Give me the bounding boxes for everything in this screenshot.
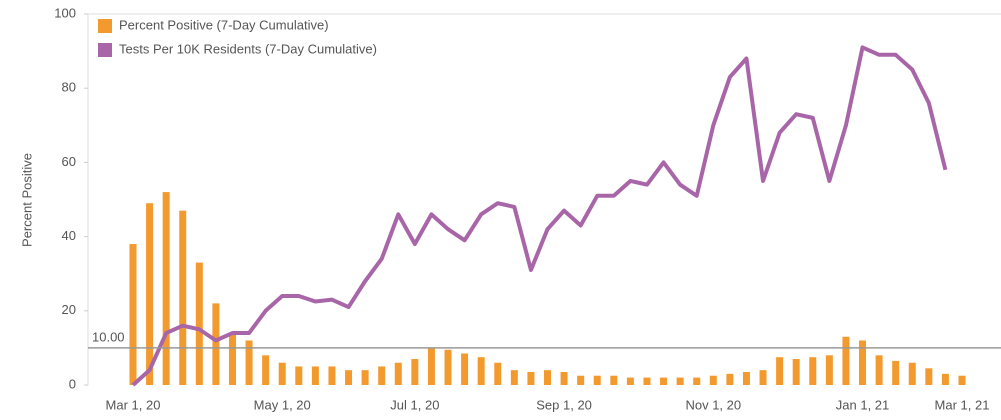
bar	[311, 366, 319, 385]
bar	[345, 370, 353, 385]
bar	[212, 303, 220, 385]
bar	[941, 373, 949, 385]
x-tick-label: Sep 1, 20	[536, 397, 592, 412]
bar	[411, 359, 419, 385]
bar	[444, 349, 452, 385]
x-tick-label: Jul 1, 20	[390, 397, 439, 412]
bar	[676, 377, 684, 385]
bar	[593, 375, 601, 385]
bar	[709, 375, 717, 385]
bar	[626, 377, 634, 385]
y-axis-label: Percent Positive	[19, 153, 34, 247]
bar	[544, 370, 551, 385]
x-tick-label: Jan 1, 21	[836, 397, 890, 412]
bar	[527, 372, 535, 385]
bar	[825, 355, 833, 385]
y-tick-label: 80	[62, 80, 76, 95]
bar	[394, 362, 402, 385]
bar	[908, 362, 916, 385]
bar	[146, 203, 154, 385]
bar	[958, 375, 966, 385]
bar	[577, 375, 585, 385]
bar	[925, 368, 933, 385]
bar	[295, 366, 303, 385]
x-tick-label: Mar 1, 21	[935, 397, 990, 412]
legend-label: Tests Per 10K Residents (7-Day Cumulativ…	[119, 41, 377, 56]
bar	[461, 353, 469, 385]
y-tick-label: 40	[62, 228, 76, 243]
bar	[859, 340, 867, 385]
legend-label: Percent Positive (7-Day Cumulative)	[119, 17, 329, 32]
bar	[262, 355, 270, 385]
bar	[776, 357, 784, 385]
bar	[494, 362, 502, 385]
bar	[179, 210, 187, 385]
legend-swatch	[98, 19, 112, 33]
bar	[792, 359, 800, 385]
x-tick-label: Mar 1, 20	[106, 397, 161, 412]
bar	[361, 370, 369, 385]
bar	[328, 366, 336, 385]
y-tick-label: 100	[54, 5, 76, 20]
bar	[228, 333, 236, 385]
x-tick-label: May 1, 20	[254, 397, 311, 412]
bar	[875, 355, 883, 385]
bar	[245, 340, 253, 385]
line	[131, 45, 948, 387]
bar	[278, 362, 286, 385]
bar	[427, 347, 435, 385]
bar	[162, 192, 170, 385]
y-tick-label: 0	[69, 376, 76, 391]
bar	[759, 370, 767, 385]
bar	[726, 373, 734, 385]
reference-label: 10.00	[92, 329, 125, 344]
bar	[842, 336, 850, 385]
bar	[693, 377, 701, 385]
bar	[742, 372, 750, 385]
y-tick-label: 20	[62, 302, 76, 317]
bar	[195, 262, 203, 385]
bar	[378, 366, 386, 385]
bar	[660, 377, 668, 385]
y-tick-label: 60	[62, 154, 76, 169]
legend-swatch	[98, 43, 112, 57]
bar	[892, 360, 900, 385]
bar	[129, 244, 137, 385]
bar	[510, 370, 518, 385]
bar	[477, 357, 485, 385]
bar	[560, 372, 568, 385]
bar	[643, 377, 651, 385]
bar	[610, 375, 618, 385]
x-tick-label: Nov 1, 20	[685, 397, 741, 412]
bar	[809, 357, 817, 385]
